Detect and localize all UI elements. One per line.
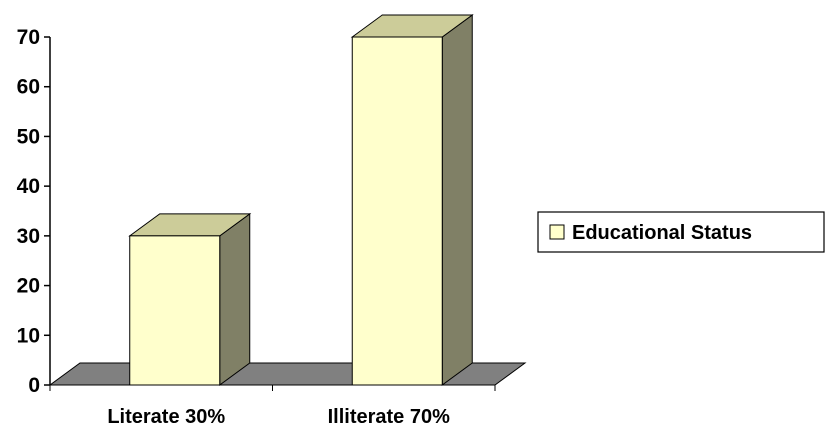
legend-label: Educational Status [572, 222, 752, 244]
legend-box [537, 211, 825, 253]
legend-swatch [549, 224, 565, 240]
y-tick-label: 40 [17, 175, 40, 198]
bar [129, 235, 221, 386]
bar [351, 36, 443, 386]
x-tick-label: Literate 30% [107, 406, 225, 428]
bar-side [441, 14, 473, 386]
y-tick-label: 50 [17, 125, 40, 148]
y-tick-label: 60 [17, 76, 40, 99]
x-tick-label: Illiterate 70% [328, 406, 451, 428]
y-tick-label: 70 [17, 26, 40, 49]
y-tick-label: 10 [17, 324, 40, 347]
y-tick-label: 0 [28, 374, 40, 397]
y-tick-label: 30 [17, 225, 40, 248]
y-tick-label: 20 [17, 275, 40, 298]
bar-side [219, 212, 251, 386]
